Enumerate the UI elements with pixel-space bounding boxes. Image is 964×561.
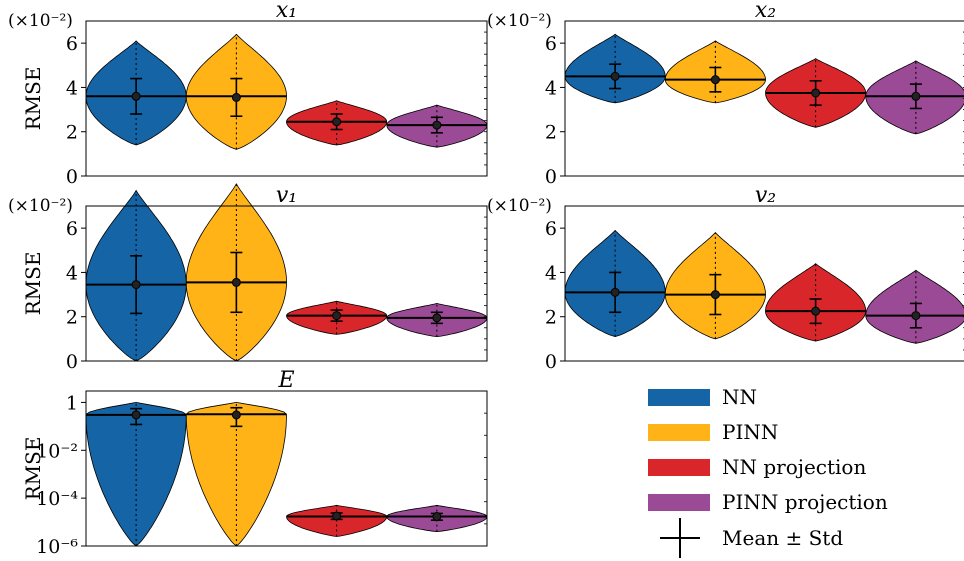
panel-4-violin-pinn xyxy=(185,401,287,547)
panel-3-ytick-label: 4 xyxy=(545,262,557,284)
panel-4-mean-point-nn xyxy=(131,410,141,420)
panel-2-ytick-label: 2 xyxy=(66,307,78,329)
panel-2-ytick-label: 4 xyxy=(66,262,78,284)
panel-2-ylabel: RMSE xyxy=(21,252,45,316)
panel-1-mean-point-pinn-projection xyxy=(911,91,921,101)
panel-3-mean-point-pinn xyxy=(710,290,720,300)
panel-4-title: E xyxy=(277,368,294,393)
panel-4-ylabel: RMSE xyxy=(21,437,45,501)
panel-2-violin-pinn xyxy=(185,183,287,362)
panel-3-ytick-label: 2 xyxy=(545,307,557,329)
panel-4-violin-pinn-projection xyxy=(386,504,488,533)
panel-2-mean-point-pinn-projection xyxy=(432,313,442,323)
panel-1-violin-pinn xyxy=(664,40,766,104)
panel-3-axes-frame xyxy=(564,205,964,362)
panel-1-ytick-label: 6 xyxy=(545,33,557,55)
panel-2-mean-point-nn xyxy=(131,280,141,290)
panel-3-mean-point-nn-projection xyxy=(811,306,821,316)
legend: NN PINN NN projection PINN projection Me… xyxy=(648,385,888,558)
panel-0: 0 2 4 6 x₁ (×10⁻²) RMSE xyxy=(8,0,488,188)
panel-3-violin-nn-projection xyxy=(765,263,867,342)
legend-mean-std-marker xyxy=(660,518,700,558)
panel-3-ytick-label: 6 xyxy=(545,218,557,240)
panel-0-violin-nn xyxy=(85,40,187,146)
legend-label-mean-std: Mean ± Std xyxy=(722,526,843,550)
panel-1-violin-pinn-projection xyxy=(865,60,964,135)
panel-1-ytick-label: 2 xyxy=(545,122,557,144)
panel-1-mean-point-nn xyxy=(610,71,620,81)
panel-2-mean-point-pinn xyxy=(231,277,241,287)
legend-label-pinn-projection: PINN projection xyxy=(722,490,888,514)
panel-1-title: x₂ xyxy=(755,0,776,23)
panel-0-ytick-label: 4 xyxy=(66,77,78,99)
panel-0-violin-pinn-projection xyxy=(386,104,488,148)
panel-4-mean-point-pinn xyxy=(231,410,241,420)
panel-1: 0 2 4 6 x₂ (×10⁻²) xyxy=(487,0,964,188)
panel-2-violin-nn-projection xyxy=(286,300,388,335)
legend-swatch-pinn-projection xyxy=(648,494,710,511)
panel-2-violin-nn xyxy=(85,189,187,362)
panel-3-title: v₂ xyxy=(755,183,776,208)
panel-2-ytick-label: 6 xyxy=(66,218,78,240)
panel-2: 0 2 4 6 v₁ (×10⁻²) RMSE xyxy=(8,183,488,373)
panel-4-ytick-label: 10⁻² xyxy=(36,440,78,462)
panel-3-violin-pinn-projection xyxy=(865,269,964,344)
panel-3-violin-pinn xyxy=(664,232,766,340)
panel-2-violin-pinn-projection xyxy=(386,302,488,338)
panel-3-mean-point-nn xyxy=(610,287,620,297)
panel-1-violin-nn xyxy=(564,33,666,104)
panel-2-mean-point-nn-projection xyxy=(332,311,342,321)
panel-0-ytick-label: 0 xyxy=(66,166,78,188)
panel-0-ytick-label: 2 xyxy=(66,122,78,144)
panel-0-ytick-label: 6 xyxy=(66,33,78,55)
panel-0-mean-point-pinn-projection xyxy=(432,120,442,130)
panel-1-scale-label: (×10⁻²) xyxy=(487,11,552,31)
panel-0-mean-point-nn xyxy=(131,91,141,101)
panel-4-mean-point-nn-projection xyxy=(332,511,342,521)
panel-4-violin-nn xyxy=(85,401,187,547)
panel-0-violin-nn-projection xyxy=(286,100,388,146)
panel-4-ytick-label: 1 xyxy=(66,392,78,414)
panel-1-ytick-label: 4 xyxy=(545,77,557,99)
panel-0-mean-point-nn-projection xyxy=(332,117,342,127)
panel-1-axes-frame xyxy=(564,20,964,177)
legend-label-pinn: PINN xyxy=(722,420,778,444)
panel-4-ytick-label: 10⁻⁶ xyxy=(36,536,78,558)
panel-2-title: v₁ xyxy=(276,183,297,208)
panel-4-axes-frame xyxy=(85,390,488,547)
panel-1-mean-point-pinn xyxy=(710,75,720,85)
panel-3-violin-nn xyxy=(564,229,666,338)
panel-4-mean-point-pinn-projection xyxy=(432,512,442,522)
panel-4-ytick-label: 10⁻⁴ xyxy=(36,488,78,510)
panel-0-scale-label: (×10⁻²) xyxy=(8,11,73,31)
panel-0-ylabel: RMSE xyxy=(21,67,45,131)
legend-label-nn-projection: NN projection xyxy=(722,455,866,479)
panel-0-title: x₁ xyxy=(276,0,297,23)
panel-3: 0 2 4 6 v₂ (×10⁻²) xyxy=(487,183,964,373)
legend-swatch-pinn xyxy=(648,424,710,441)
panel-3-mean-point-pinn-projection xyxy=(911,311,921,321)
panel-0-mean-point-pinn xyxy=(231,92,241,102)
panel-3-ytick-label: 0 xyxy=(545,351,557,373)
panel-1-ytick-label: 0 xyxy=(545,166,557,188)
legend-swatch-nn-projection xyxy=(648,459,710,476)
panel-2-ytick-label: 0 xyxy=(66,351,78,373)
panel-0-violin-pinn xyxy=(185,33,287,150)
legend-label-nn: NN xyxy=(722,385,757,409)
panel-4: 10⁻⁶ 10⁻⁴ 10⁻² 1 E RMSE xyxy=(21,368,488,558)
panel-3-scale-label: (×10⁻²) xyxy=(487,196,552,216)
panel-4-violin-nn-projection xyxy=(286,504,388,537)
panel-3-violin-body-pinn-projection xyxy=(865,269,964,344)
legend-swatch-nn xyxy=(648,389,710,406)
panel-1-violin-nn-projection xyxy=(765,58,867,128)
panel-1-mean-point-nn-projection xyxy=(811,88,821,98)
panel-2-scale-label: (×10⁻²) xyxy=(8,196,73,216)
